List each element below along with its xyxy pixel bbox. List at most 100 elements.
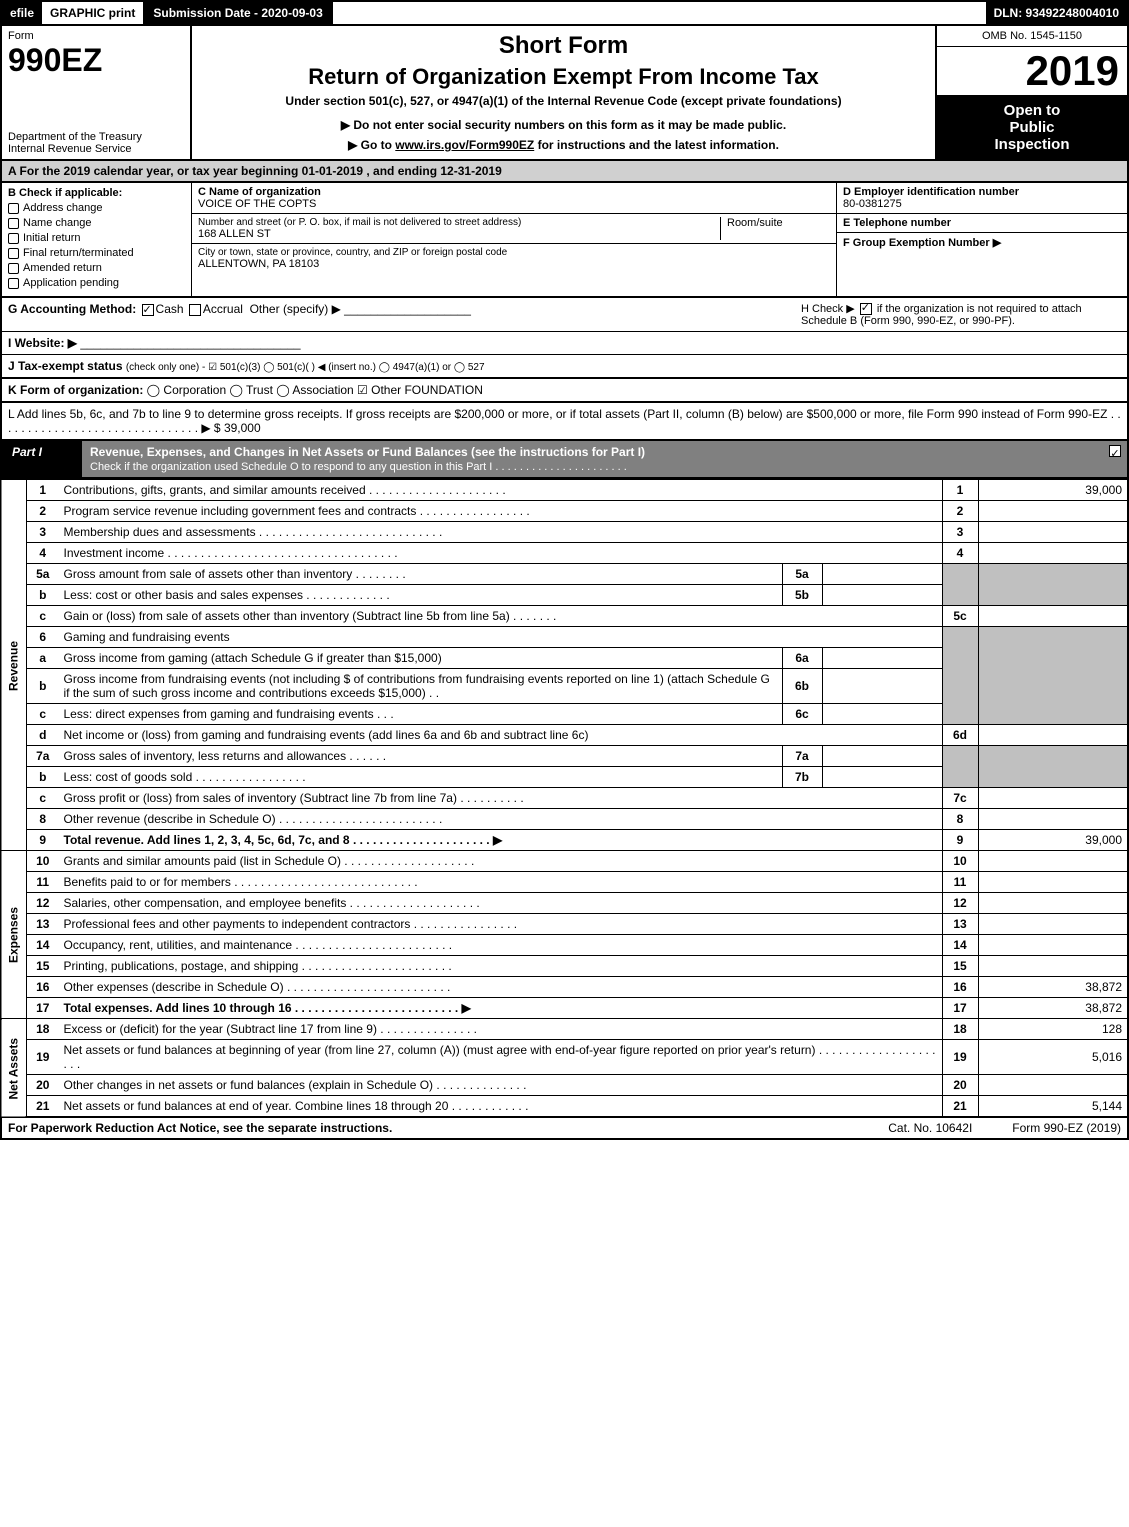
line-desc: Occupancy, rent, utilities, and maintena… [64,938,293,952]
inspection-line3: Inspection [943,136,1121,153]
line-num: 10 [27,851,59,872]
line-g-h: G Accounting Method: Cash Accrual Other … [2,298,1127,332]
line-ref: 9 [942,830,978,851]
phone-row: E Telephone number [837,214,1127,233]
chk-cash[interactable] [142,304,154,316]
line-ref: 16 [942,977,978,998]
side-label-expenses: Expenses [1,851,27,1019]
page-footer: For Paperwork Reduction Act Notice, see … [0,1118,1129,1140]
chk-application-pending[interactable]: Application pending [8,277,185,289]
line-value [978,914,1128,935]
part1-title-text: Revenue, Expenses, and Changes in Net As… [90,445,645,459]
irs-link[interactable]: www.irs.gov/Form990EZ [395,138,534,152]
table-row: 11 Benefits paid to or for members . . .… [1,872,1128,893]
line-num: 21 [27,1096,59,1118]
city-value: ALLENTOWN, PA 18103 [198,258,830,270]
line-num: 8 [27,809,59,830]
chk-schedule-b[interactable] [860,303,872,315]
line-desc: Gaming and fundraising events [64,630,230,644]
group-exemption-label: F Group Exemption Number ▶ [843,236,1121,249]
line-value: 39,000 [978,480,1128,501]
table-row: 7a Gross sales of inventory, less return… [1,746,1128,767]
j-label: J Tax-exempt status [8,359,123,373]
org-name-row: C Name of organization VOICE OF THE COPT… [192,183,836,214]
part1-checkbox[interactable] [1101,441,1127,477]
table-row: d Net income or (loss) from gaming and f… [1,725,1128,746]
part1-subtitle: Check if the organization used Schedule … [90,461,627,473]
part1-title: Revenue, Expenses, and Changes in Net As… [82,441,1101,477]
sub-line-ref: 6b [782,669,822,704]
phone-label: E Telephone number [843,217,1121,229]
chk-address-change[interactable]: Address change [8,202,185,214]
line-num: 6 [27,627,59,648]
inspection-line1: Open to [943,102,1121,119]
graphic-print-label[interactable]: GRAPHIC print [42,2,145,24]
footer-left: For Paperwork Reduction Act Notice, see … [8,1121,392,1135]
room-suite: Room/suite [720,217,830,240]
line-ref: 6d [942,725,978,746]
chk-amended-return[interactable]: Amended return [8,262,185,274]
shade-cell [942,564,978,606]
line-ref: 4 [942,543,978,564]
table-row: 16 Other expenses (describe in Schedule … [1,977,1128,998]
line-desc: Other changes in net assets or fund bala… [64,1078,434,1092]
line-num: 19 [27,1040,59,1075]
footer-right: Form 990-EZ (2019) [1012,1121,1121,1135]
short-form-title: Short Form [198,32,929,60]
chk-initial-return[interactable]: Initial return [8,232,185,244]
g-label: G Accounting Method: [8,302,136,316]
line-value [978,522,1128,543]
line-num: 13 [27,914,59,935]
chk-accrual[interactable] [189,304,201,316]
form-header: Form 990EZ Department of the Treasury In… [0,24,1129,161]
h-text1: H Check ▶ [801,303,855,315]
group-exemption-row: F Group Exemption Number ▶ [837,233,1127,252]
part1-table: Revenue 1 Contributions, gifts, grants, … [0,479,1129,1118]
line-g: G Accounting Method: Cash Accrual Other … [8,302,801,327]
line-desc: Net income or (loss) from gaming and fun… [64,728,589,742]
note2-post: for instructions and the latest informat… [534,138,779,152]
line-num: 11 [27,872,59,893]
line-ref: 2 [942,501,978,522]
table-row: 15 Printing, publications, postage, and … [1,956,1128,977]
checkbox-icon [8,203,19,214]
tax-year: 2019 [937,47,1127,96]
line-num: 1 [27,480,59,501]
submission-date: Submission Date - 2020-09-03 [145,2,332,24]
efile-label: efile [2,2,42,24]
sub-line-value [822,585,942,606]
line-value: 5,016 [978,1040,1128,1075]
line-desc: Total revenue. Add lines 1, 2, 3, 4, 5c,… [64,833,503,847]
dln-label: DLN: 93492248004010 [986,2,1127,24]
line-desc: Gross income from fundraising events (no… [64,672,770,700]
line-desc: Excess or (deficit) for the year (Subtra… [64,1022,377,1036]
line-desc: Printing, publications, postage, and shi… [64,959,299,973]
table-row: Expenses 10 Grants and similar amounts p… [1,851,1128,872]
sub-line-value [822,746,942,767]
note-link: ▶ Go to www.irs.gov/Form990EZ for instru… [198,138,929,152]
line-num: a [27,648,59,669]
j-rest: (check only one) - ☑ 501(c)(3) ◯ 501(c)(… [126,362,485,373]
checkbox-icon [8,233,19,244]
top-bar: efile GRAPHIC print Submission Date - 20… [0,0,1129,24]
footer-mid: Cat. No. 10642I [888,1121,972,1135]
chk-final-return[interactable]: Final return/terminated [8,247,185,259]
line-ref: 21 [942,1096,978,1118]
omb-number: OMB No. 1545-1150 [937,26,1127,47]
info-block: B Check if applicable: Address change Na… [0,183,1129,298]
line-desc: Gain or (loss) from sale of assets other… [64,609,510,623]
line-value [978,851,1128,872]
table-row: 13 Professional fees and other payments … [1,914,1128,935]
line-desc: Gross profit or (loss) from sales of inv… [64,791,457,805]
line-ref: 7c [942,788,978,809]
header-left: Form 990EZ Department of the Treasury In… [2,26,192,159]
g-cash: Cash [156,302,184,316]
line-desc: Net assets or fund balances at end of ye… [64,1099,449,1113]
sub-line-ref: 5b [782,585,822,606]
chk-name-change[interactable]: Name change [8,217,185,229]
line-value [978,788,1128,809]
address-label: Number and street (or P. O. box, if mail… [198,217,720,228]
line-ref: 5c [942,606,978,627]
side-label-revenue: Revenue [1,480,27,851]
line-value [978,872,1128,893]
